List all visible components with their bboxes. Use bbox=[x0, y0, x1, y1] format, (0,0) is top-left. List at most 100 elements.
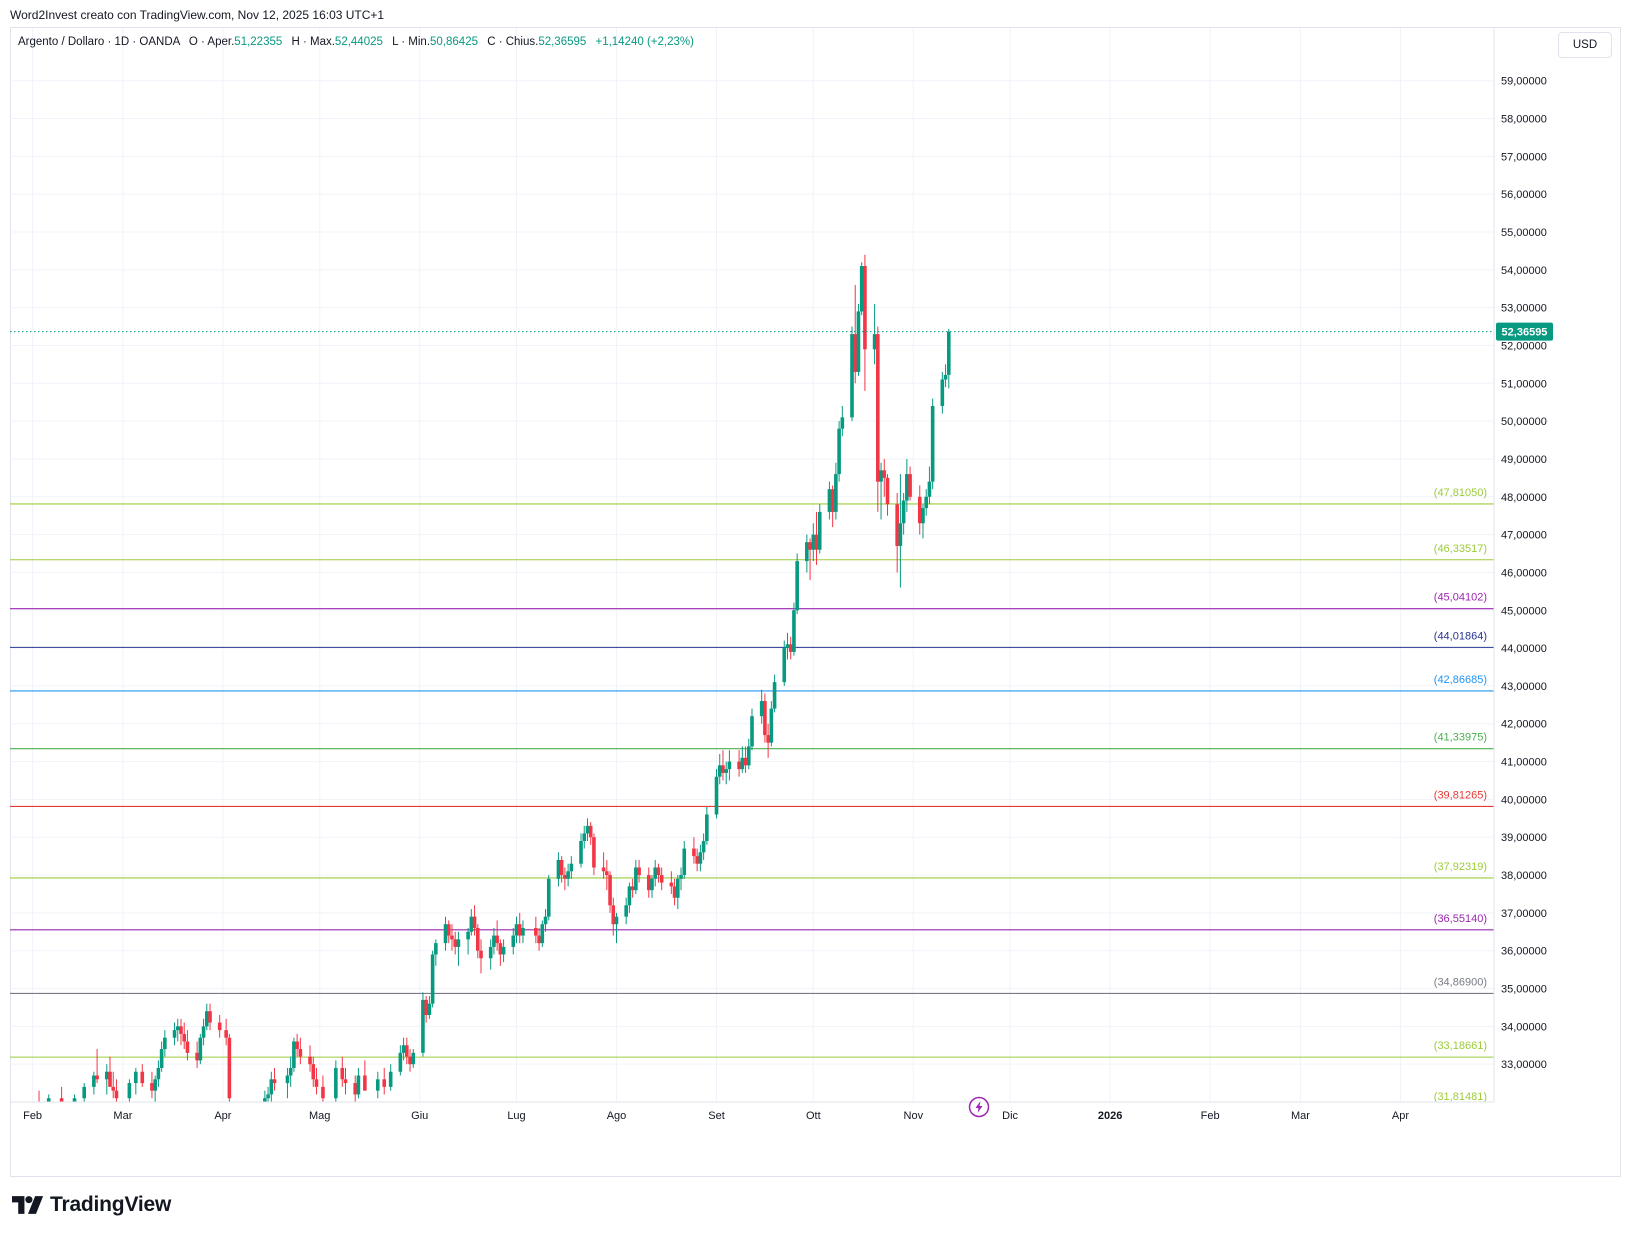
candle-body bbox=[266, 1094, 270, 1099]
candle-body bbox=[679, 875, 683, 879]
x-tick-label: Feb bbox=[23, 1110, 42, 1122]
candle-body bbox=[185, 1041, 190, 1053]
close-label: C · Chius. bbox=[487, 36, 539, 48]
candle-body bbox=[111, 1086, 116, 1091]
high-value: 52,44025 bbox=[334, 36, 383, 48]
candlesticks bbox=[38, 254, 951, 1102]
y-tick-label: 37,00000 bbox=[1501, 908, 1547, 920]
candle-body bbox=[769, 708, 774, 743]
candle-body bbox=[740, 757, 745, 770]
candle-body bbox=[534, 928, 538, 936]
candle-body bbox=[940, 379, 945, 406]
candle-body bbox=[624, 905, 628, 917]
y-tick-label: 42,00000 bbox=[1501, 719, 1547, 731]
candle-body bbox=[182, 1033, 187, 1042]
candle-body bbox=[134, 1071, 138, 1084]
candle-body bbox=[263, 1098, 267, 1102]
candle-body bbox=[517, 924, 522, 936]
level-label: (31,81481) bbox=[1434, 1091, 1487, 1103]
x-tick-label: Mar bbox=[1291, 1110, 1310, 1122]
candle-body bbox=[537, 935, 541, 944]
candle-body bbox=[269, 1079, 274, 1095]
chart-frame[interactable] bbox=[10, 27, 1621, 1177]
level-label: (33,18661) bbox=[1434, 1040, 1487, 1052]
candle-body bbox=[876, 334, 880, 482]
candle-body bbox=[695, 856, 699, 864]
y-tick-label: 58,00000 bbox=[1501, 114, 1547, 126]
candle-body bbox=[388, 1071, 393, 1087]
y-tick-label: 33,00000 bbox=[1501, 1059, 1547, 1071]
level-label: (44,01864) bbox=[1434, 630, 1487, 642]
candle-body bbox=[634, 867, 638, 891]
candle-body bbox=[759, 701, 764, 717]
candle-body bbox=[108, 1071, 112, 1087]
currency-button[interactable]: USD bbox=[1558, 32, 1612, 58]
candle-body bbox=[856, 311, 861, 372]
candle-body bbox=[782, 648, 787, 683]
open-value: 51,22355 bbox=[234, 36, 283, 48]
candle-body bbox=[375, 1079, 380, 1091]
candle-body bbox=[150, 1083, 154, 1091]
candle-body bbox=[582, 833, 587, 841]
candle-body bbox=[943, 374, 948, 380]
candle-body bbox=[217, 1022, 222, 1031]
level-label: (42,86685) bbox=[1434, 674, 1487, 686]
x-tick-label: Giu bbox=[411, 1110, 428, 1122]
y-tick-label: 59,00000 bbox=[1501, 76, 1547, 88]
candle-body bbox=[559, 859, 564, 876]
candle-body bbox=[721, 765, 725, 773]
candle-body bbox=[556, 859, 561, 879]
candle-body bbox=[127, 1083, 132, 1099]
candle-body bbox=[927, 481, 932, 497]
y-tick-label: 48,00000 bbox=[1501, 492, 1547, 504]
symbol-label[interactable]: Argento / Dollaro · 1D · OANDA bbox=[18, 36, 180, 48]
y-tick-label: 45,00000 bbox=[1501, 605, 1547, 617]
x-tick-label: Ago bbox=[607, 1110, 627, 1122]
x-tick-label: Mar bbox=[113, 1110, 132, 1122]
candle-body bbox=[401, 1045, 406, 1053]
candle-body bbox=[430, 954, 435, 1004]
candle-body bbox=[195, 1052, 199, 1061]
candle-body bbox=[850, 334, 854, 418]
candle-body bbox=[514, 924, 519, 936]
candle-body bbox=[443, 924, 448, 944]
tradingview-logo[interactable]: TradingView bbox=[12, 1193, 171, 1217]
candle-body bbox=[114, 1090, 119, 1099]
y-tick-label: 41,00000 bbox=[1501, 757, 1547, 769]
candle-body bbox=[569, 863, 574, 872]
y-tick-label: 47,00000 bbox=[1501, 530, 1547, 542]
candle-body bbox=[785, 644, 790, 649]
candle-body bbox=[750, 716, 754, 747]
candle-body bbox=[172, 1030, 177, 1038]
y-tick-label: 54,00000 bbox=[1501, 265, 1547, 277]
candle-body bbox=[469, 916, 474, 932]
y-tick-label: 53,00000 bbox=[1501, 303, 1547, 315]
candle-body bbox=[827, 489, 832, 512]
y-tick-label: 56,00000 bbox=[1501, 189, 1547, 201]
candle-body bbox=[608, 875, 612, 906]
candle-body bbox=[766, 735, 770, 743]
level-label: (37,92319) bbox=[1434, 861, 1487, 873]
ohlc-legend: Argento / Dollaro · 1D · OANDA O · Aper.… bbox=[18, 36, 694, 48]
candle-body bbox=[946, 331, 951, 375]
candle-body bbox=[424, 999, 428, 1015]
candle-body bbox=[204, 1011, 209, 1027]
y-tick-label: 40,00000 bbox=[1501, 794, 1547, 806]
candle-body bbox=[488, 946, 493, 959]
candle-body bbox=[456, 939, 461, 947]
candle-body bbox=[446, 924, 451, 936]
candle-body bbox=[837, 428, 841, 475]
event-marker-icon[interactable] bbox=[968, 1096, 990, 1118]
candle-body bbox=[450, 935, 454, 940]
y-tick-label: 36,00000 bbox=[1501, 946, 1547, 958]
candle-body bbox=[840, 417, 845, 429]
candle-body bbox=[321, 1086, 325, 1099]
candle-body bbox=[588, 825, 593, 838]
candle-body bbox=[646, 875, 651, 891]
candle-body bbox=[353, 1083, 357, 1095]
candle-body bbox=[288, 1067, 293, 1076]
candle-body bbox=[546, 878, 551, 917]
candle-body bbox=[834, 474, 838, 512]
open-label: O · Aper. bbox=[188, 36, 235, 48]
